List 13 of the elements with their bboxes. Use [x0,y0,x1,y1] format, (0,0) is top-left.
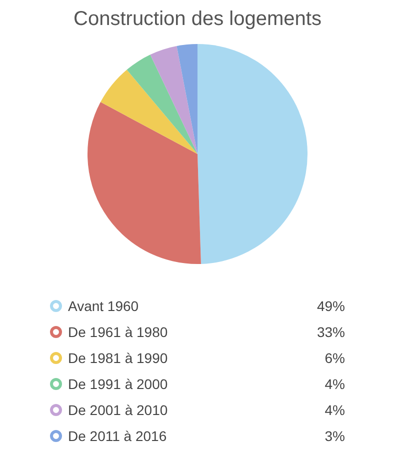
legend-label: Avant 1960 [68,298,140,314]
data-label: 49% [316,298,345,314]
legend-label: De 1991 à 2000 [68,376,169,392]
data-label: 33% [316,324,345,340]
data-label: 6% [324,350,345,366]
legend-label: De 1981 à 1990 [68,350,169,366]
data-label: 4% [324,376,345,392]
legend-label: De 1961 à 1980 [68,324,169,340]
legend-label: De 2001 à 2010 [68,402,169,418]
data-label: 4% [324,402,345,418]
data-label: 3% [324,428,345,444]
chart-title: Construction des logements [72,8,322,31]
legend-label: De 2011 à 2016 [68,428,168,444]
